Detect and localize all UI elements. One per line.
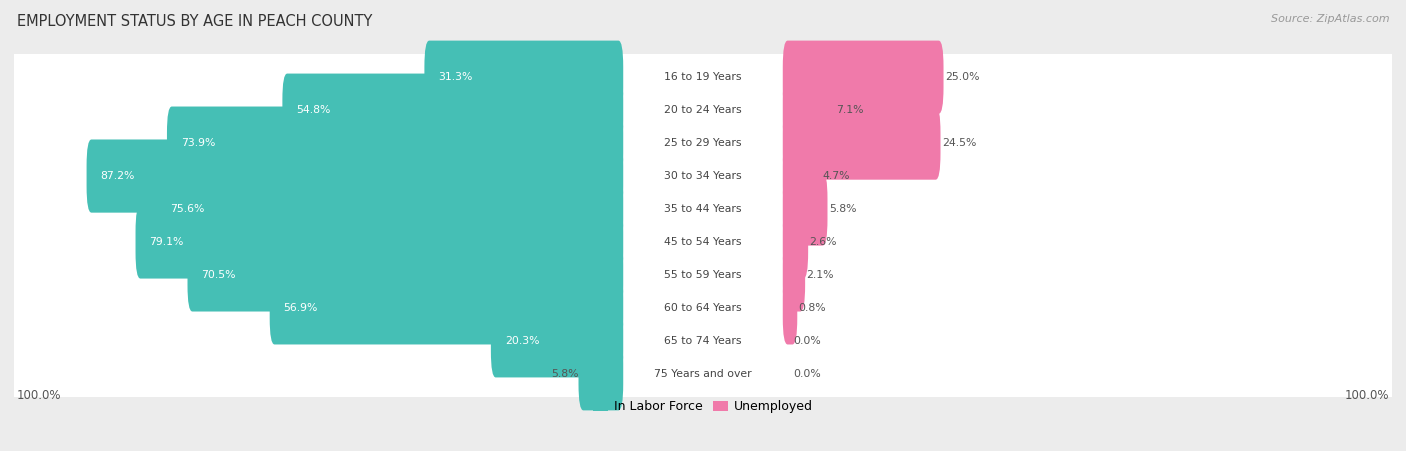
FancyBboxPatch shape: [578, 337, 623, 410]
Text: 24.5%: 24.5%: [942, 138, 976, 148]
FancyBboxPatch shape: [10, 255, 1393, 360]
FancyBboxPatch shape: [15, 189, 1399, 296]
FancyBboxPatch shape: [15, 255, 1399, 362]
Text: 25 to 29 Years: 25 to 29 Years: [664, 138, 742, 148]
FancyBboxPatch shape: [783, 238, 806, 312]
Text: 55 to 59 Years: 55 to 59 Years: [664, 270, 742, 280]
Text: 25.0%: 25.0%: [945, 72, 979, 82]
Text: 30 to 34 Years: 30 to 34 Years: [664, 171, 742, 181]
Text: 79.1%: 79.1%: [149, 237, 184, 247]
FancyBboxPatch shape: [87, 139, 623, 212]
FancyBboxPatch shape: [10, 222, 1393, 327]
Text: 0.0%: 0.0%: [793, 369, 821, 379]
Text: 2.6%: 2.6%: [810, 237, 837, 247]
FancyBboxPatch shape: [783, 172, 828, 246]
FancyBboxPatch shape: [783, 139, 821, 212]
FancyBboxPatch shape: [10, 156, 1393, 262]
Text: 5.8%: 5.8%: [828, 204, 856, 214]
FancyBboxPatch shape: [270, 272, 623, 345]
FancyBboxPatch shape: [15, 58, 1399, 164]
Text: 73.9%: 73.9%: [181, 138, 215, 148]
Text: 5.8%: 5.8%: [551, 369, 578, 379]
Text: 16 to 19 Years: 16 to 19 Years: [664, 72, 742, 82]
Text: EMPLOYMENT STATUS BY AGE IN PEACH COUNTY: EMPLOYMENT STATUS BY AGE IN PEACH COUNTY: [17, 14, 373, 28]
FancyBboxPatch shape: [167, 106, 623, 179]
Text: 4.7%: 4.7%: [823, 171, 849, 181]
Text: 100.0%: 100.0%: [1344, 389, 1389, 402]
FancyBboxPatch shape: [783, 272, 797, 345]
Text: 75 Years and over: 75 Years and over: [654, 369, 752, 379]
FancyBboxPatch shape: [783, 41, 943, 114]
FancyBboxPatch shape: [135, 205, 623, 279]
FancyBboxPatch shape: [10, 322, 1393, 426]
Text: 2.1%: 2.1%: [807, 270, 834, 280]
Text: 87.2%: 87.2%: [100, 171, 135, 181]
Text: 31.3%: 31.3%: [439, 72, 472, 82]
FancyBboxPatch shape: [10, 189, 1393, 295]
FancyBboxPatch shape: [15, 156, 1399, 263]
FancyBboxPatch shape: [15, 322, 1399, 428]
FancyBboxPatch shape: [15, 222, 1399, 329]
Text: 20 to 24 Years: 20 to 24 Years: [664, 105, 742, 115]
FancyBboxPatch shape: [15, 124, 1399, 230]
Text: 54.8%: 54.8%: [297, 105, 330, 115]
Text: 65 to 74 Years: 65 to 74 Years: [664, 336, 742, 346]
FancyBboxPatch shape: [783, 106, 941, 179]
Text: 60 to 64 Years: 60 to 64 Years: [664, 303, 742, 313]
FancyBboxPatch shape: [15, 289, 1399, 395]
FancyBboxPatch shape: [10, 289, 1393, 393]
Text: Source: ZipAtlas.com: Source: ZipAtlas.com: [1271, 14, 1389, 23]
FancyBboxPatch shape: [15, 25, 1399, 131]
Text: 75.6%: 75.6%: [170, 204, 205, 214]
Text: 45 to 54 Years: 45 to 54 Years: [664, 237, 742, 247]
FancyBboxPatch shape: [10, 124, 1393, 229]
FancyBboxPatch shape: [10, 91, 1393, 195]
FancyBboxPatch shape: [283, 74, 623, 147]
FancyBboxPatch shape: [783, 74, 835, 147]
FancyBboxPatch shape: [783, 205, 808, 279]
Text: 7.1%: 7.1%: [837, 105, 865, 115]
Text: 70.5%: 70.5%: [201, 270, 236, 280]
FancyBboxPatch shape: [10, 25, 1393, 129]
Text: 20.3%: 20.3%: [505, 336, 540, 346]
Text: 35 to 44 Years: 35 to 44 Years: [664, 204, 742, 214]
Text: 0.8%: 0.8%: [799, 303, 827, 313]
Text: 100.0%: 100.0%: [17, 389, 62, 402]
FancyBboxPatch shape: [10, 58, 1393, 162]
FancyBboxPatch shape: [15, 91, 1399, 197]
Legend: In Labor Force, Unemployed: In Labor Force, Unemployed: [588, 395, 818, 418]
Text: 0.0%: 0.0%: [793, 336, 821, 346]
Text: 56.9%: 56.9%: [284, 303, 318, 313]
FancyBboxPatch shape: [156, 172, 623, 246]
FancyBboxPatch shape: [425, 41, 623, 114]
FancyBboxPatch shape: [491, 304, 623, 377]
FancyBboxPatch shape: [187, 238, 623, 312]
